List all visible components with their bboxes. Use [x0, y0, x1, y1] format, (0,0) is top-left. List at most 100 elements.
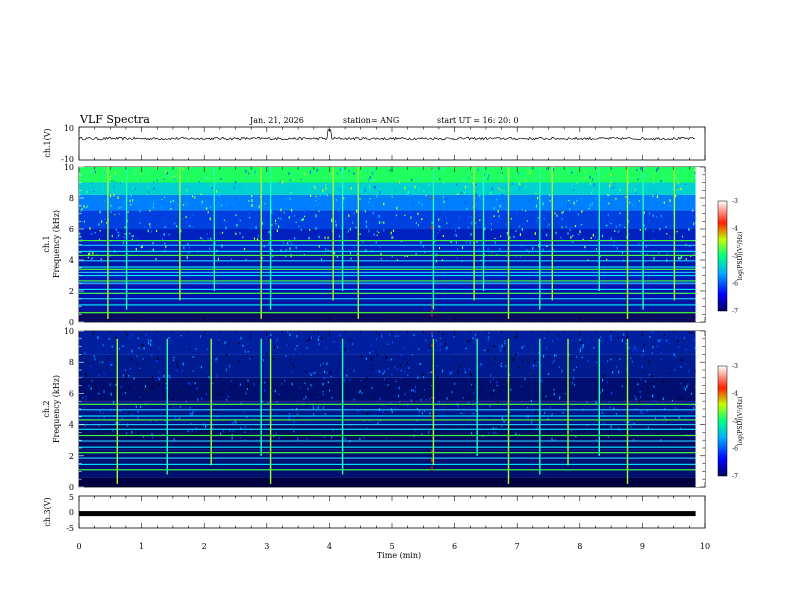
spectrogram-speckle: [303, 226, 305, 229]
spectrogram-speckle: [593, 183, 595, 187]
spectrogram-speckle: [619, 212, 621, 214]
spectrogram-speckle: [395, 214, 397, 217]
spectrogram-burst: [179, 167, 181, 301]
spectrogram-speckle: [94, 170, 96, 173]
spectrogram-speckle: [680, 187, 682, 191]
spectrogram-speckle: [191, 225, 194, 228]
spectrogram-speckle: [517, 172, 519, 175]
spectrogram-speckle: [298, 387, 301, 390]
spectrogram-speckle: [107, 357, 109, 360]
spectrogram-speckle: [219, 232, 221, 235]
spectrogram-speckle: [312, 406, 314, 410]
spectrogram-speckle: [104, 171, 106, 175]
spectrogram-speckle: [437, 173, 439, 175]
spectrogram-speckle: [484, 349, 486, 352]
spectrogram-speckle: [608, 202, 610, 205]
spectrogram-speckle: [679, 257, 681, 260]
spectrogram-speckle: [88, 422, 90, 425]
spectrogram-speckle: [335, 223, 337, 227]
spectrogram-speckle: [429, 347, 431, 349]
spectrogram-speckle: [546, 346, 548, 349]
spectrogram-speckle: [290, 191, 292, 194]
spectrogram-speckle: [270, 333, 272, 337]
spectrogram-speckle: [124, 226, 126, 229]
spectrogram-speckle: [113, 186, 115, 188]
spectrogram-speckle: [83, 205, 85, 208]
spectrogram-speckle: [143, 225, 145, 229]
spectrogram-speckle: [488, 335, 490, 339]
spectrogram-speckle: [573, 201, 575, 205]
spectrogram-speckle: [610, 173, 612, 176]
spectrogram-speckle: [246, 176, 248, 179]
spectrogram-speckle: [437, 400, 439, 402]
spectrogram-speckle: [263, 426, 266, 428]
spectrogram-speckle: [693, 169, 695, 171]
spectrogram-speckle: [285, 355, 287, 358]
spectrogram-speckle: [607, 214, 609, 217]
spectrogram-red-speck: [431, 305, 433, 308]
spectrogram-speckle: [83, 220, 85, 223]
spectrogram-speckle: [314, 371, 316, 374]
spectrogram-speckle: [164, 226, 166, 228]
spectrogram-speckle: [680, 398, 682, 400]
spectrogram-speckle: [137, 416, 139, 419]
spectrogram-speckle: [483, 173, 485, 176]
spectrogram-speckle: [240, 402, 242, 404]
spectrogram-speckle: [390, 401, 392, 404]
spectrogram-speckle: [139, 222, 141, 225]
spectrogram-speckle: [684, 183, 686, 185]
spectrogram-speckle: [465, 241, 467, 244]
spectrogram-speckle: [657, 433, 659, 436]
spectrogram-speckle: [156, 167, 158, 170]
spectrogram-speckle: [220, 393, 223, 396]
spectrogram-speckle: [161, 237, 164, 241]
spectrogram-speckle: [521, 208, 523, 211]
spectrogram-speckle: [632, 203, 634, 206]
spectrogram-speckle: [287, 420, 289, 422]
spectrogram-speckle: [372, 368, 374, 370]
spectrogram-speckle: [204, 206, 206, 210]
spectrogram-speckle: [625, 196, 627, 198]
spectrogram-speckle: [621, 385, 623, 388]
spectrogram-speckle: [425, 399, 427, 401]
spectrogram-speckle: [296, 413, 299, 415]
spectrogram-speckle: [424, 388, 426, 391]
spectrogram-speckle: [468, 215, 470, 219]
spectrogram-speckle: [364, 210, 366, 213]
spectrogram-speckle: [591, 202, 593, 205]
spectrogram-speckle: [388, 385, 390, 389]
spectrogram-speckle: [450, 240, 452, 243]
spectrogram-speckle: [292, 363, 294, 366]
spectrogram-speckle: [584, 245, 586, 249]
spectrogram-speckle: [439, 225, 441, 228]
spectrogram-speckle: [547, 430, 549, 433]
spectrogram-speckle: [220, 432, 222, 436]
spectrogram-line: [79, 463, 696, 465]
spectrogram-speckle: [608, 401, 610, 403]
spectrogram-speckle: [314, 186, 316, 190]
spectrogram-speckle: [244, 350, 246, 353]
spectrogram-speckle: [174, 222, 176, 225]
spectrogram-speckle: [567, 205, 569, 208]
spectrogram-speckle: [366, 427, 368, 429]
spectrogram-speckle: [375, 349, 377, 351]
spectrogram-speckle: [290, 209, 293, 211]
spectrogram-speckle: [206, 348, 209, 351]
spectrogram-speckle: [373, 395, 375, 399]
spectrogram-speckle: [349, 251, 352, 255]
spectrogram-speckle: [303, 398, 305, 400]
spectrogram-speckle: [249, 335, 251, 338]
spectrogram-speckle: [532, 364, 535, 366]
spectrogram-speckle: [289, 247, 291, 251]
spectrogram-speckle: [637, 383, 639, 386]
spectrogram-speckle: [85, 206, 87, 209]
spectrogram-speckle: [148, 191, 150, 193]
spectrogram-speckle: [223, 219, 225, 221]
spectrogram-speckle: [643, 176, 645, 179]
spectrogram-speckle: [169, 376, 172, 380]
spectrogram-speckle: [647, 409, 649, 412]
spectrogram-speckle: [288, 172, 290, 175]
spectrogram-burst: [539, 338, 541, 475]
spectrogram-speckle: [530, 399, 532, 403]
spectrogram-speckle: [693, 222, 695, 226]
